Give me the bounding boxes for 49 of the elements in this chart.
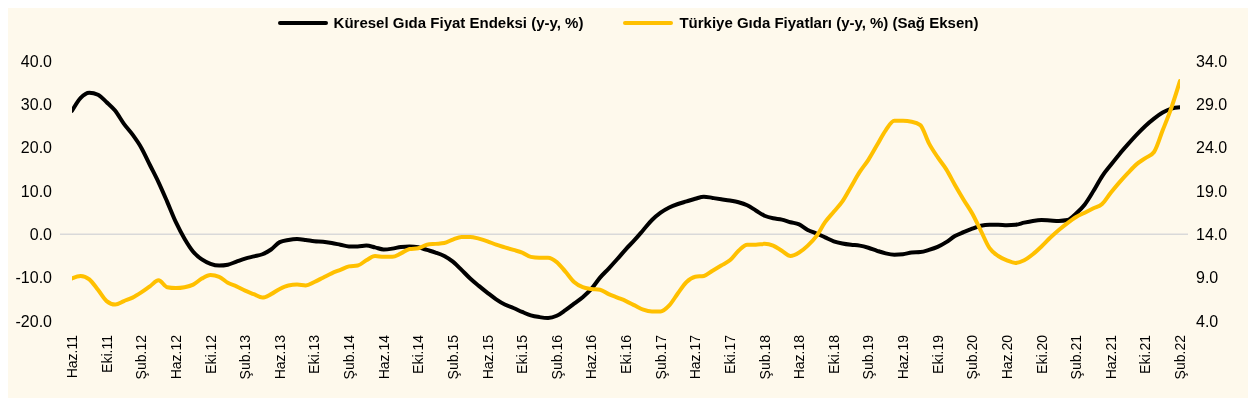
y-tick-label: 10.0	[20, 182, 53, 200]
x-tick-label: Haz.19	[895, 334, 911, 380]
x-tick-label: Eki.13	[306, 334, 323, 374]
y2-tick-label: 4.0	[1196, 312, 1219, 330]
y-tick-label: -10.0	[15, 269, 53, 287]
x-tick-label: Şub.14	[341, 334, 357, 380]
x-tick-label: Eki.14	[410, 334, 427, 374]
legend-label: Küresel Gıda Fiyat Endeksi (y-y, %)	[333, 14, 584, 31]
x-tick-label: Şub.19	[860, 334, 877, 380]
x-tick-label: Haz.14	[375, 334, 392, 380]
x-tick-label: Haz.13	[271, 334, 288, 380]
y-tick-label: 20.0	[20, 139, 53, 157]
y2-tick-label: 9.0	[1196, 269, 1219, 287]
x-tick-label: Eki.17	[721, 334, 738, 374]
x-tick-label: Şub.21	[1068, 334, 1085, 380]
x-tick-label: Eki.16	[618, 334, 634, 374]
y2-tick-label: 19.0	[1196, 182, 1228, 200]
x-tick-label: Şub.13	[237, 334, 254, 380]
x-tick-label: Eki.12	[202, 334, 219, 374]
x-tick-label: Şub.18	[756, 334, 773, 380]
x-tick-label: Eki.21	[1137, 334, 1154, 374]
x-tick-label: Şub.20	[964, 334, 981, 380]
x-tick-label: Haz.20	[998, 334, 1015, 380]
x-tick-label: Şub.16	[548, 334, 565, 380]
x-tick-label: Şub.12	[133, 334, 150, 380]
x-tick-label: Haz.15	[479, 334, 496, 380]
legend-label: Türkiye Gıda Fiyatları (y-y, %) (Sağ Eksen)	[679, 14, 979, 31]
x-tick-label: Haz.11	[64, 334, 80, 379]
y2-tick-label: 34.0	[1196, 52, 1228, 70]
x-tick-label: Eki.18	[825, 334, 842, 374]
x-tick-label: Eki.11	[98, 334, 115, 373]
x-tick-label: Haz.17	[687, 334, 704, 380]
x-tick-label: Şub.22	[1172, 334, 1188, 380]
x-tick-label: Şub.15	[444, 334, 461, 380]
y-tick-label: 0.0	[29, 226, 53, 244]
y-tick-label: -20.0	[15, 312, 53, 330]
x-tick-label: Eki.20	[1033, 334, 1050, 374]
y-tick-label: 30.0	[20, 96, 53, 114]
y2-tick-label: 29.0	[1196, 96, 1228, 114]
x-tick-label: Eki.15	[514, 334, 531, 374]
x-tick-label: Haz.12	[167, 334, 184, 380]
y2-tick-label: 14.0	[1196, 226, 1228, 244]
x-tick-label: Haz.16	[583, 334, 600, 380]
x-tick-label: Haz.21	[1102, 334, 1119, 380]
x-tick-label: Eki.19	[929, 334, 946, 374]
y-tick-label: 40.0	[20, 52, 53, 70]
y2-tick-label: 24.0	[1196, 139, 1228, 157]
x-tick-label: Haz.18	[791, 334, 808, 380]
x-tick-label: Şub.17	[652, 334, 669, 380]
